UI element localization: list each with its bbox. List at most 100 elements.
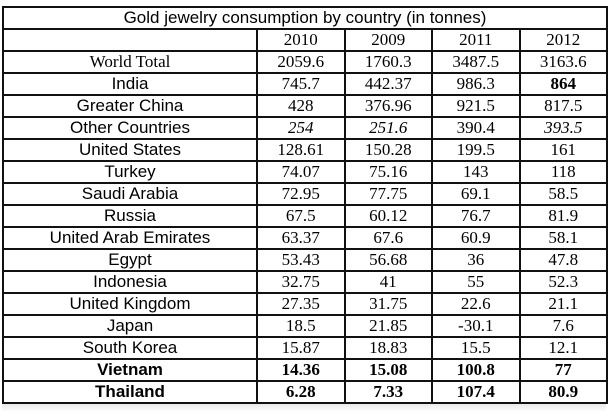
value-cell: 56.68	[343, 248, 433, 272]
table-row: Egypt 53.43 56.68 36 47.8	[2, 248, 608, 272]
value-cell: 31.75	[343, 292, 433, 316]
value-cell: 77.75	[343, 182, 433, 206]
value-cell: 100.8	[431, 358, 521, 382]
value-cell: 15.87	[256, 336, 346, 360]
value-cell: 22.6	[431, 292, 521, 316]
value-cell: 60.12	[343, 204, 433, 228]
value-cell: 67.5	[256, 204, 346, 228]
value-cell: 47.8	[518, 248, 608, 272]
value-cell: 921.5	[431, 94, 521, 118]
value-cell: 77	[518, 358, 608, 382]
value-cell: 393.5	[518, 116, 608, 140]
value-cell: 118	[518, 160, 608, 184]
value-cell: 107.4	[431, 380, 521, 404]
value-cell: 254	[256, 116, 346, 140]
value-cell: 58.1	[518, 226, 608, 250]
value-cell: 390.4	[431, 116, 521, 140]
value-cell: 67.6	[343, 226, 433, 250]
value-cell: 1760.3	[343, 50, 433, 74]
table-row: India 745.7 442.37 986.3 864	[2, 72, 608, 96]
country-cell: Greater China	[2, 94, 258, 118]
value-cell: 3163.6	[518, 50, 608, 74]
year-header: 2011	[431, 28, 521, 52]
value-cell: 745.7	[256, 72, 346, 96]
value-cell: 15.08	[343, 358, 433, 382]
header-row: 2010 2009 2011 2012	[2, 28, 608, 52]
value-cell: 60.9	[431, 226, 521, 250]
value-cell: 986.3	[431, 72, 521, 96]
country-cell: Saudi Arabia	[2, 182, 258, 206]
value-cell: 18.5	[256, 314, 346, 338]
country-cell: Indonesia	[2, 270, 258, 294]
value-cell: 128.61	[256, 138, 346, 162]
value-cell: 81.9	[518, 204, 608, 228]
table-row: United States 128.61 150.28 199.5 161	[2, 138, 608, 162]
value-cell: 428	[256, 94, 346, 118]
year-header: 2009	[343, 28, 433, 52]
value-cell: 2059.6	[256, 50, 346, 74]
value-cell: 27.35	[256, 292, 346, 316]
value-cell: 74.07	[256, 160, 346, 184]
table-row: South Korea 15.87 18.83 15.5 12.1	[2, 336, 608, 360]
value-cell: 41	[343, 270, 433, 294]
table-row: Japan 18.5 21.85 -30.1 7.6	[2, 314, 608, 338]
value-cell: 69.1	[431, 182, 521, 206]
country-cell: India	[2, 72, 258, 96]
value-cell: 58.5	[518, 182, 608, 206]
country-cell: Egypt	[2, 248, 258, 272]
table-row: Vietnam 14.36 15.08 100.8 77	[2, 358, 608, 382]
country-cell: South Korea	[2, 336, 258, 360]
country-cell: Turkey	[2, 160, 258, 184]
country-cell: United States	[2, 138, 258, 162]
value-cell: 63.37	[256, 226, 346, 250]
country-cell: World Total	[2, 50, 258, 74]
value-cell: 15.5	[431, 336, 521, 360]
header-blank	[2, 28, 258, 52]
value-cell: 251.6	[343, 116, 433, 140]
value-cell: 72.95	[256, 182, 346, 206]
value-cell: 53.43	[256, 248, 346, 272]
table-title: Gold jewelry consumption by country (in …	[2, 6, 608, 30]
value-cell: 150.28	[343, 138, 433, 162]
table-row: United Arab Emirates 63.37 67.6 60.9 58.…	[2, 226, 608, 250]
value-cell: 6.28	[256, 380, 346, 404]
country-cell: Thailand	[2, 380, 258, 404]
value-cell: 18.83	[343, 336, 433, 360]
value-cell: 442.37	[343, 72, 433, 96]
table-row: Greater China 428 376.96 921.5 817.5	[2, 94, 608, 118]
value-cell: 817.5	[518, 94, 608, 118]
value-cell: 161	[518, 138, 608, 162]
title-row: Gold jewelry consumption by country (in …	[2, 6, 608, 30]
value-cell: 7.33	[343, 380, 433, 404]
value-cell: 864	[518, 72, 608, 96]
year-header: 2012	[518, 28, 608, 52]
value-cell: 36	[431, 248, 521, 272]
value-cell: 12.1	[518, 336, 608, 360]
value-cell: 32.75	[256, 270, 346, 294]
value-cell: 76.7	[431, 204, 521, 228]
value-cell: 75.16	[343, 160, 433, 184]
table-row: Saudi Arabia 72.95 77.75 69.1 58.5	[2, 182, 608, 206]
value-cell: 199.5	[431, 138, 521, 162]
value-cell: 143	[431, 160, 521, 184]
table-row: World Total 2059.6 1760.3 3487.5 3163.6	[2, 50, 608, 74]
year-header: 2010	[256, 28, 346, 52]
value-cell: 52.3	[518, 270, 608, 294]
table-row: Other Countries 254 251.6 390.4 393.5	[2, 116, 608, 140]
country-cell: Vietnam	[2, 358, 258, 382]
country-cell: United Arab Emirates	[2, 226, 258, 250]
country-cell: United Kingdom	[2, 292, 258, 316]
country-cell: Other Countries	[2, 116, 258, 140]
table-row: United Kingdom 27.35 31.75 22.6 21.1	[2, 292, 608, 316]
value-cell: 14.36	[256, 358, 346, 382]
gold-consumption-table: Gold jewelry consumption by country (in …	[2, 6, 608, 404]
value-cell: 3487.5	[431, 50, 521, 74]
value-cell: 376.96	[343, 94, 433, 118]
value-cell: 7.6	[518, 314, 608, 338]
value-cell: 80.9	[518, 380, 608, 404]
bottom-shadow	[2, 404, 606, 412]
table-row: Thailand 6.28 7.33 107.4 80.9	[2, 380, 608, 404]
country-cell: Japan	[2, 314, 258, 338]
value-cell: 21.1	[518, 292, 608, 316]
table-row: Indonesia 32.75 41 55 52.3	[2, 270, 608, 294]
